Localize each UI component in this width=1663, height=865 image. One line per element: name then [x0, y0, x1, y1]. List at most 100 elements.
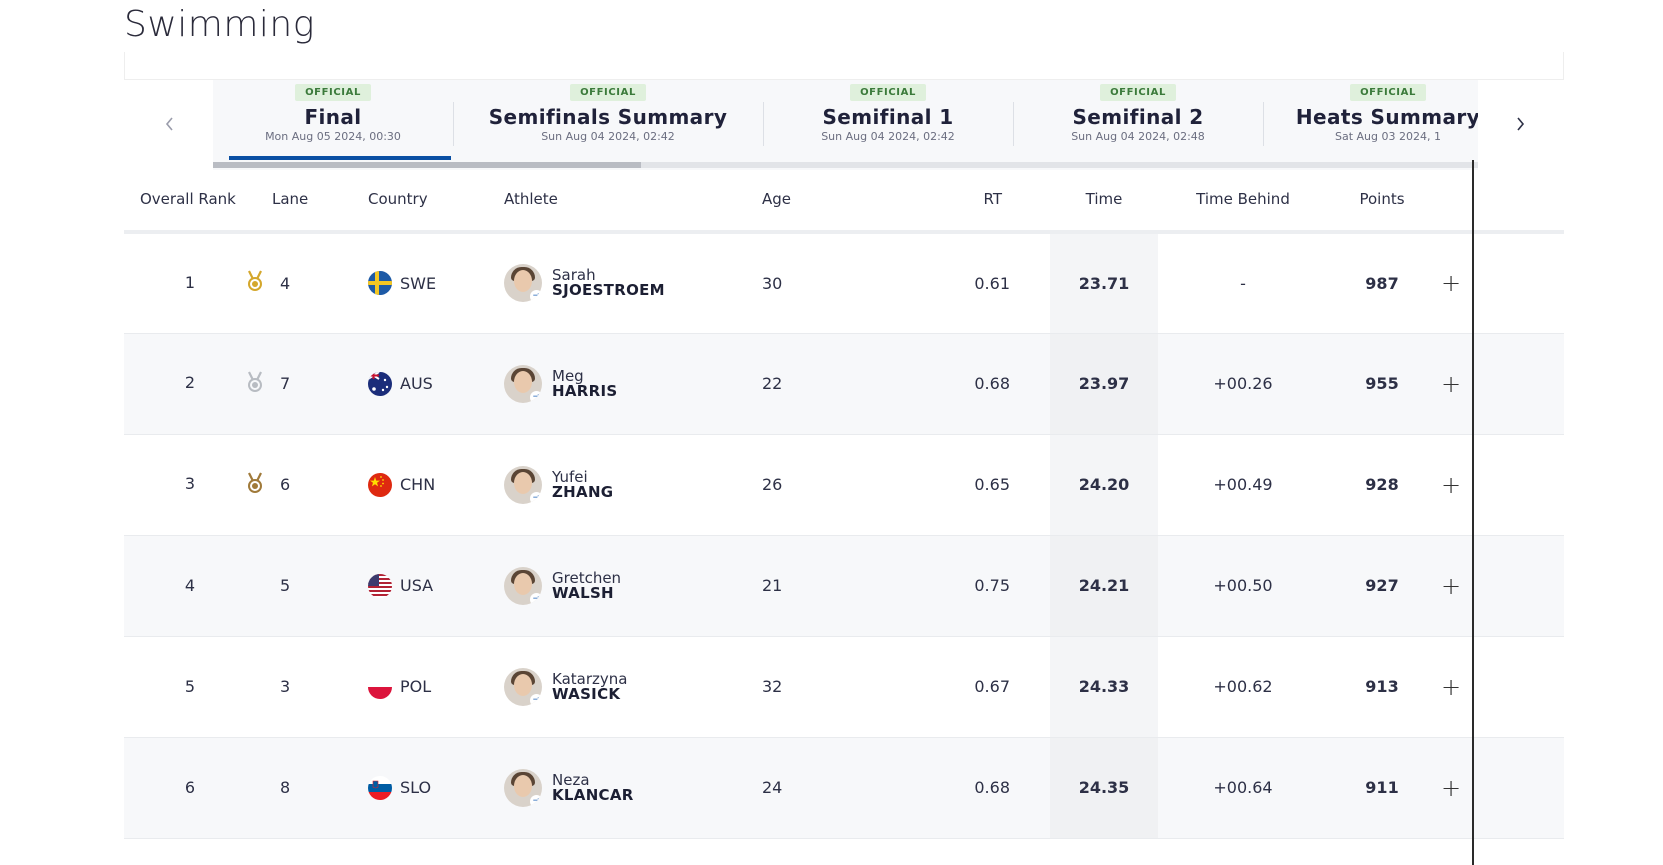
- time-cell: 24.35: [1050, 737, 1158, 839]
- age-cell: 21: [762, 535, 936, 637]
- expand-row-button[interactable]: +: [1440, 571, 1462, 600]
- athlete-avatar[interactable]: →: [504, 768, 542, 807]
- country-code: USA: [400, 576, 434, 595]
- athlete-cell[interactable]: → Katarzyna WASICK: [504, 636, 762, 738]
- arrow-right-icon: →: [530, 491, 542, 504]
- tab-heats-summary[interactable]: OFFICIAL Heats Summary Sat Aug 03 2024, …: [1263, 80, 1478, 164]
- table-row[interactable]: 4 5 USA → Gretchen WALSH 21 0.75: [124, 535, 1564, 637]
- tabs-scrollbar[interactable]: [213, 162, 1478, 168]
- table-row[interactable]: 6 8 SLO → Neza KLANCAR 24 0.68: [124, 737, 1564, 839]
- table-row[interactable]: 1 4 SWE → Sarah SJOESTROEM 30 0.61: [124, 232, 1564, 334]
- lane-cell: 3: [272, 636, 368, 738]
- expand-cell: +: [1436, 535, 1564, 637]
- expand-row-button[interactable]: +: [1440, 672, 1462, 701]
- header-overall-rank[interactable]: Overall Rank: [124, 168, 272, 234]
- tab-final[interactable]: OFFICIAL Final Mon Aug 05 2024, 00:30: [213, 80, 453, 164]
- country-code: AUS: [400, 374, 433, 393]
- silver-medal-icon: [245, 371, 267, 397]
- header-time-behind[interactable]: Time Behind: [1158, 168, 1328, 234]
- time-cell: 24.20: [1050, 434, 1158, 536]
- header-lane[interactable]: Lane: [272, 168, 368, 234]
- header-expand: [1436, 168, 1564, 234]
- points-cell: 913: [1328, 636, 1436, 738]
- athlete-avatar[interactable]: →: [504, 667, 542, 706]
- expand-cell: +: [1436, 333, 1564, 435]
- arrow-right-icon: →: [530, 390, 542, 403]
- athlete-cell[interactable]: → Yufei ZHANG: [504, 434, 762, 536]
- athlete-avatar[interactable]: →: [504, 264, 542, 303]
- arrow-right-icon: →: [530, 693, 542, 706]
- athlete-given-name[interactable]: Katarzyna: [552, 669, 628, 688]
- header-time[interactable]: Time: [1050, 168, 1158, 234]
- title-card: [124, 52, 1564, 80]
- athlete-family-name[interactable]: WASICK: [552, 684, 621, 703]
- athlete-given-name[interactable]: Meg: [552, 366, 584, 385]
- tab-date: Sun Aug 04 2024, 02:42: [821, 130, 955, 143]
- time-cell: 24.33: [1050, 636, 1158, 738]
- time-behind-cell: +00.64: [1158, 737, 1328, 839]
- athlete-family-name[interactable]: SJOESTROEM: [552, 281, 665, 300]
- athlete-given-name[interactable]: Yufei: [552, 467, 588, 486]
- athlete-family-name[interactable]: HARRIS: [552, 381, 618, 400]
- header-country[interactable]: Country: [368, 168, 504, 234]
- overall-rank: 6: [184, 778, 196, 797]
- expand-row-button[interactable]: +: [1440, 470, 1462, 499]
- time-behind-cell: +00.49: [1158, 434, 1328, 536]
- time-behind-cell: +00.26: [1158, 333, 1328, 435]
- tab-label: Heats Summary: [1295, 105, 1478, 129]
- tab-label: Final: [304, 105, 362, 129]
- reaction-time-cell: 0.67: [936, 636, 1050, 738]
- time-cell: 23.71: [1050, 232, 1158, 334]
- tab-label: Semifinal 2: [1072, 105, 1204, 129]
- athlete-cell[interactable]: → Gretchen WALSH: [504, 535, 762, 637]
- bronze-medal-icon: [245, 472, 267, 498]
- expand-cell: +: [1436, 232, 1564, 334]
- points-cell: 911: [1328, 737, 1436, 839]
- expand-row-button[interactable]: +: [1440, 269, 1462, 298]
- tabs-scrollbar-thumb[interactable]: [213, 162, 641, 168]
- table-row[interactable]: 3 6 CHN → Yufei ZHANG 26 0.65: [124, 434, 1564, 536]
- athlete-given-name[interactable]: Neza: [552, 770, 590, 789]
- expand-row-button[interactable]: +: [1440, 773, 1462, 802]
- athlete-family-name[interactable]: KLANCAR: [552, 785, 634, 804]
- tab-semifinal-1[interactable]: OFFICIAL Semifinal 1 Sun Aug 04 2024, 02…: [763, 80, 1013, 164]
- table-row[interactable]: 2 7 AUS → Meg HARRIS 22 0.68 2: [124, 333, 1564, 435]
- athlete-avatar[interactable]: →: [504, 465, 542, 504]
- athlete-cell[interactable]: → Meg HARRIS: [504, 333, 762, 435]
- time-behind-cell: -: [1158, 232, 1328, 334]
- flag-icon: [368, 573, 392, 598]
- gold-medal-icon: [245, 270, 267, 296]
- tab-semifinal-2[interactable]: OFFICIAL Semifinal 2 Sun Aug 04 2024, 02…: [1013, 80, 1263, 164]
- athlete-avatar[interactable]: →: [504, 566, 542, 605]
- table-row[interactable]: 5 3 POL → Katarzyna WASICK 32 0.67: [124, 636, 1564, 738]
- lane-cell: 5: [272, 535, 368, 637]
- header-rt[interactable]: RT: [936, 168, 1050, 234]
- header-age[interactable]: Age: [762, 168, 936, 234]
- age-cell: 30: [762, 232, 936, 334]
- tab-semifinals-summary[interactable]: OFFICIAL Semifinals Summary Sun Aug 04 2…: [453, 80, 763, 164]
- country-cell: SLO: [368, 737, 504, 839]
- page-title: Swimming: [124, 4, 315, 45]
- country-code: SLO: [400, 778, 432, 797]
- content-edge-divider: [1472, 160, 1474, 865]
- athlete-given-name[interactable]: Sarah: [552, 266, 596, 285]
- header-athlete[interactable]: Athlete: [504, 168, 762, 234]
- athlete-family-name[interactable]: WALSH: [552, 583, 614, 602]
- athlete-cell[interactable]: → Neza KLANCAR: [504, 737, 762, 839]
- reaction-time-cell: 0.61: [936, 232, 1050, 334]
- athlete-cell[interactable]: → Sarah SJOESTROEM: [504, 232, 762, 334]
- rank-cell: 6: [124, 737, 272, 839]
- header-points[interactable]: Points: [1328, 168, 1436, 234]
- athlete-avatar[interactable]: →: [504, 364, 542, 403]
- time-behind-cell: +00.62: [1158, 636, 1328, 738]
- overall-rank: 4: [184, 576, 196, 595]
- arrow-right-icon: →: [530, 592, 542, 605]
- next-phase-button[interactable]: [1506, 110, 1534, 138]
- reaction-time-cell: 0.68: [936, 333, 1050, 435]
- lane-cell: 4: [272, 232, 368, 334]
- athlete-given-name[interactable]: Gretchen: [552, 568, 622, 587]
- previous-phase-button[interactable]: [156, 110, 184, 138]
- official-badge: OFFICIAL: [295, 84, 371, 101]
- athlete-family-name[interactable]: ZHANG: [552, 482, 614, 501]
- expand-row-button[interactable]: +: [1440, 369, 1462, 398]
